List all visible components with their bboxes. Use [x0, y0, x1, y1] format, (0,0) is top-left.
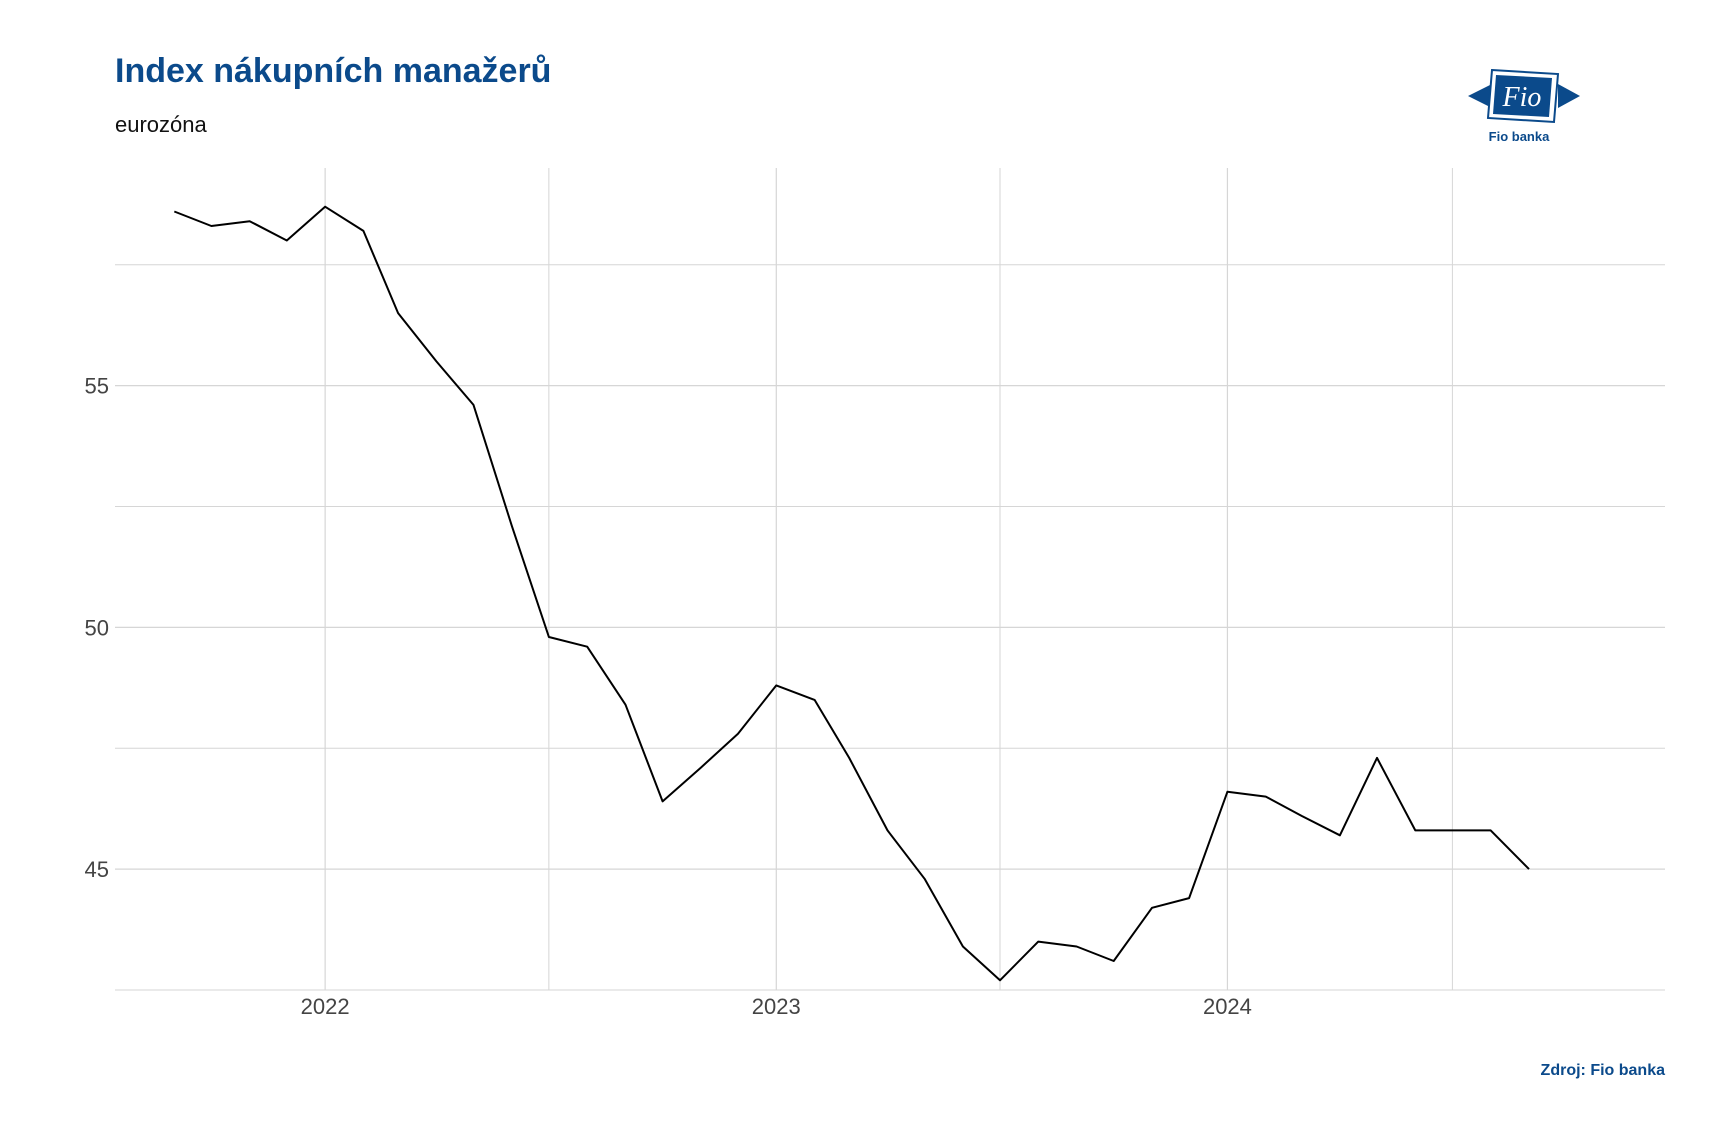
grid-minor: [115, 168, 1665, 991]
data-point: [1150, 906, 1154, 910]
fio-banka-logo: Fio Fio banka: [1464, 66, 1584, 150]
data-point: [396, 311, 400, 315]
data-point: [209, 224, 213, 228]
y-tick-label: 55: [85, 374, 109, 399]
data-point: [961, 945, 965, 949]
fio-logo-icon: Fio: [1468, 68, 1580, 124]
data-point: [699, 766, 703, 770]
data-point: [998, 978, 1002, 982]
data-point: [285, 239, 289, 243]
data-point: [1036, 940, 1040, 944]
data-point: [847, 756, 851, 760]
data-point: [736, 732, 740, 736]
x-axis-labels: 2022 2023 2024: [301, 994, 1252, 1019]
logo-mark-text: Fio: [1502, 82, 1542, 113]
data-point: [1264, 795, 1268, 799]
y-tick-label: 50: [85, 615, 109, 640]
data-point: [1338, 833, 1342, 837]
data-point: [547, 635, 551, 639]
data-point: [1225, 790, 1229, 794]
data-point: [1375, 756, 1379, 760]
logo-caption: Fio banka: [1488, 129, 1550, 144]
data-point: [248, 219, 252, 223]
data-point: [361, 229, 365, 233]
data-point: [1527, 867, 1531, 871]
grid-major: [115, 168, 1665, 990]
data-point: [1300, 814, 1304, 818]
chart-title: Index nákupních manažerů: [115, 52, 552, 90]
data-point: [813, 698, 817, 702]
data-point: [1075, 945, 1079, 949]
data-point: [434, 359, 438, 363]
data-point: [1112, 959, 1116, 963]
data-point: [661, 799, 665, 803]
data-point: [585, 645, 589, 649]
data-point: [923, 877, 927, 881]
y-axis-labels: 45 50 55: [85, 374, 109, 883]
x-tick-label: 2023: [752, 994, 801, 1019]
data-point: [472, 403, 476, 407]
data-point: [774, 683, 778, 687]
data-point: [886, 828, 890, 832]
data-point: [323, 205, 327, 209]
data-point: [172, 210, 176, 214]
chart-subtitle: eurozóna: [115, 112, 207, 137]
series-line: [173, 205, 1530, 982]
x-tick-label: 2022: [301, 994, 350, 1019]
x-tick-label: 2024: [1203, 994, 1252, 1019]
data-point: [1450, 828, 1454, 832]
source-note: Zdroj: Fio banka: [1540, 1062, 1665, 1079]
data-point: [510, 524, 514, 528]
data-point: [1489, 828, 1493, 832]
data-point: [1187, 896, 1191, 900]
data-point: [1413, 828, 1417, 832]
y-tick-label: 45: [85, 857, 109, 882]
series-layer: [172, 205, 1531, 982]
data-point: [624, 703, 628, 707]
